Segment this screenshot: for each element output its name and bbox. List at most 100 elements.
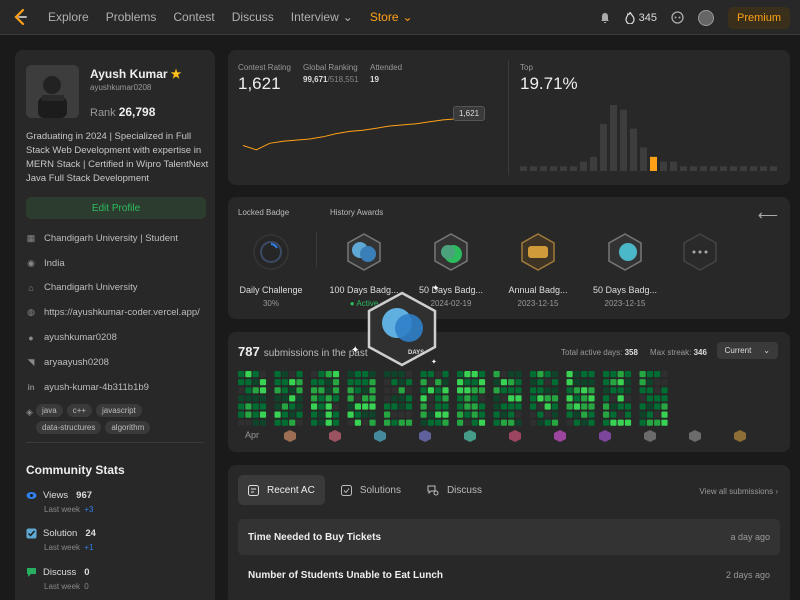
heatmap-cell [289,419,296,426]
streak-counter[interactable]: 345 [625,11,657,24]
month-badge-icon [734,430,746,442]
heatmap-cell [398,419,405,426]
heatmap-cell [362,419,369,426]
award-badge[interactable]: 100 Days Badg... ● Active [324,232,404,308]
active-days: Total active days: 358 [561,348,638,357]
flame-icon [625,11,635,24]
nav-contest[interactable]: Contest [173,10,215,24]
info-website[interactable]: ◍ https://ayushkumar-coder.vercel.app/ [27,307,200,318]
info-twitter[interactable]: ◥ aryaayush0208 [27,357,109,368]
arrow-left-icon[interactable]: ⟵ [757,207,778,223]
heatmap-cell [661,371,668,378]
user-avatar[interactable] [697,9,714,26]
heatmap-cell [369,387,376,394]
heatmap-cell [398,395,405,402]
heatmap-cell [427,379,434,386]
award-badge[interactable]: Annual Badg... 2023-12-15 [498,232,578,308]
heatmap-cell [544,379,551,386]
more-dots-icon [683,233,717,271]
heatmap-cell [566,411,573,418]
year-select[interactable]: Current ⌄ [716,342,778,359]
locked-badge-icon [253,234,289,270]
chat-icon [27,568,36,577]
heatmap-cell [384,379,391,386]
nav-problems[interactable]: Problems [105,10,157,24]
heatmap-cell [311,387,318,394]
divider [26,442,204,443]
heatmap-cell [238,403,245,410]
heatmap-cell [369,411,376,418]
locked-badge-daily-challenge[interactable]: Daily Challenge 30% [231,232,311,308]
award-badge[interactable]: 50 Days Badg... 2023-12-15 [585,232,665,308]
list-item[interactable]: Number of Students Unable to Eat Lunch 2 … [248,569,770,581]
heatmap-cell [493,403,500,410]
nav-discuss[interactable]: Discuss [231,10,274,24]
heatmap-cell [457,411,464,418]
view-all-submissions-link[interactable]: View all submissions › [699,487,778,496]
heatmap-cell [259,403,267,410]
linkedin-icon: in [27,383,35,392]
check-circle-icon: ● [349,299,355,308]
histogram-bar [560,166,567,171]
chevron-down-icon: ⌄ [402,10,413,24]
tab-discuss[interactable]: Discuss [417,475,492,505]
heatmap-cell [259,419,267,426]
heatmap-cell [391,379,398,386]
bell-icon[interactable] [599,12,611,24]
info-linkedin[interactable]: in ayush-kumar-4b311b1b9 [27,382,149,393]
building-icon: ▦ [26,233,36,243]
list-item[interactable]: Time Needed to Buy Tickets a day ago [238,519,780,555]
heatmap-cell [427,411,434,418]
heatmap-cell [311,379,318,386]
skill-tag[interactable]: c++ [66,404,93,417]
heatmap-cell [442,395,449,402]
heatmap-cell [362,379,369,386]
heatmap-cell [493,395,500,402]
heatmap-cell [325,411,332,418]
heatmap-cell [347,419,354,426]
tab-solutions[interactable]: Solutions [331,475,411,505]
heatmap-cell [369,371,376,378]
skill-tag[interactable]: data-structures [36,421,102,434]
heatmap-cell [325,395,332,402]
heatmap-cell [610,395,617,402]
heatmap-cell [259,395,267,402]
heatmap-cell [391,387,398,394]
contest-histogram[interactable] [520,105,780,173]
chevron-down-icon: ⌄ [763,346,770,355]
heatmap-cell [551,419,559,426]
heatmap-cell [354,395,361,402]
submission-heatmap[interactable] [238,371,783,427]
skill-tag[interactable]: algorithm [105,421,151,434]
tab-recent-ac[interactable]: Recent AC [238,475,325,505]
nav-interview[interactable]: Interview ⌄ [290,10,353,24]
skill-tag[interactable]: javascript [96,404,142,417]
leetcode-logo-icon[interactable] [10,7,30,27]
heatmap-cell [362,371,369,378]
histogram-bar [530,166,537,171]
badge-50-days-icon [434,233,468,271]
heatmap-cell [661,387,668,394]
checkbox-icon [26,528,37,539]
more-badges[interactable] [660,232,740,275]
heatmap-cell [500,395,507,402]
skill-tag[interactable]: java [36,404,63,417]
info-github[interactable]: ● ayushkumar0208 [26,332,117,343]
heatmap-cell [661,419,668,426]
gamepad-icon[interactable] [671,11,684,24]
histogram-bar [620,109,627,171]
heatmap-cell [325,371,332,378]
award-badge[interactable]: 50 Days Badg... 2024-02-19 [411,232,491,308]
heatmap-cell [245,379,252,386]
nav-store[interactable]: Store ⌄ [369,10,413,24]
nav-explore[interactable]: Explore [48,10,89,24]
heatmap-cell [252,395,259,402]
premium-button[interactable]: Premium [727,6,790,29]
edit-profile-button[interactable]: Edit Profile [26,197,206,219]
heatmap-cell [325,379,332,386]
list-icon [248,484,259,496]
heatmap-cell [245,387,252,394]
heatmap-cell [405,379,413,386]
heatmap-cell [646,379,653,386]
heatmap-cell [259,387,267,394]
